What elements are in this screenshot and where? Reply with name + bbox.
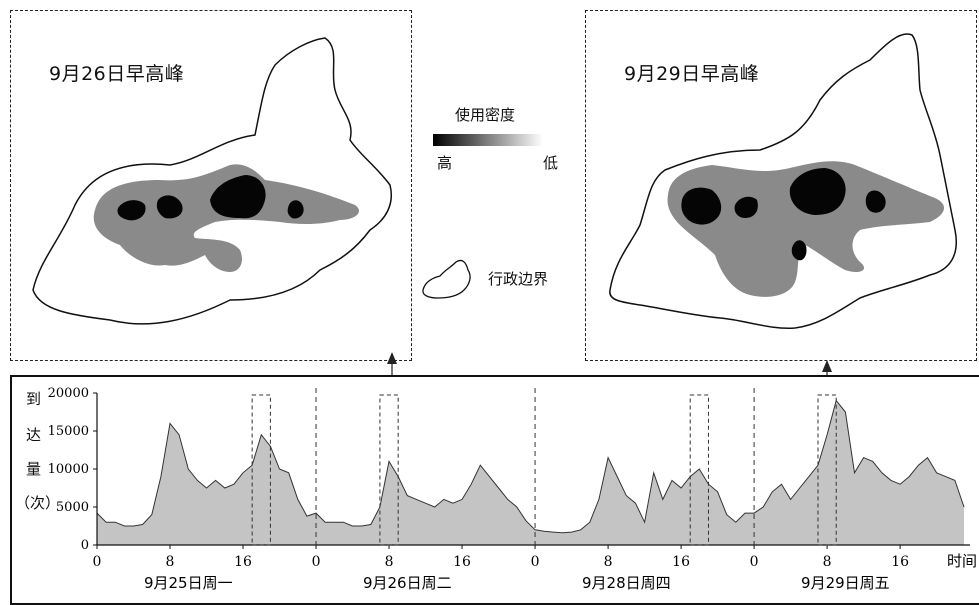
map-panel-sep29: 9月29日早高峰	[585, 10, 977, 361]
day-label: 9月26日周二	[363, 574, 452, 592]
left-dark-1	[117, 200, 146, 221]
series-area	[97, 400, 964, 545]
y-tick-label: 10000	[48, 462, 89, 477]
series-line	[96, 399, 965, 534]
map-title-sep29: 9月29日早高峰	[624, 63, 760, 85]
x-tick-label: 8	[823, 554, 832, 570]
y-tick-label: 0	[81, 538, 89, 553]
x-tick-label: 8	[166, 554, 175, 570]
right-dark-1	[681, 187, 722, 225]
right-dark-4	[865, 190, 886, 213]
x-tick-label: 0	[531, 554, 540, 570]
legend-gradient-bar	[433, 134, 543, 146]
ylabel-char-4: （次）	[15, 494, 61, 512]
peak-highlight-box	[689, 394, 709, 546]
peak-highlight-box	[251, 394, 271, 546]
ylabel-char-3: 量	[26, 460, 42, 478]
right-dark-3	[789, 168, 846, 215]
x-tick-label: 16	[891, 554, 909, 570]
x-tick-label: 0	[312, 554, 321, 570]
x-tick-label: 8	[604, 554, 613, 570]
map-title-sep26: 9月26日早高峰	[49, 63, 185, 85]
right-dark-2	[734, 196, 758, 218]
day-label: 9月29日周五	[801, 574, 890, 592]
legend-high-label: 高	[437, 154, 453, 172]
peak-highlight-box	[379, 394, 399, 546]
x-tick-label: 0	[750, 554, 759, 570]
legend-title: 使用密度	[455, 106, 516, 124]
y-tick-label: 20000	[48, 386, 89, 401]
left-dark-2	[156, 195, 183, 219]
arrow-sep29-head	[822, 360, 832, 372]
legend-boundary-label: 行政边界	[488, 270, 549, 288]
left-dark-3	[210, 175, 266, 219]
day-label: 9月28日周四	[582, 574, 671, 592]
x-tick-label: 8	[385, 554, 394, 570]
ylabel-char-2: 达	[26, 426, 42, 444]
legend-boundary-icon	[422, 259, 471, 299]
ylabel-char-1: 到	[26, 390, 42, 408]
day-label: 9月25日周一	[144, 574, 233, 592]
x-tick-label: 16	[234, 554, 252, 570]
map-panel-sep26: 9月26日早高峰	[10, 10, 412, 361]
x-tick-label: 16	[453, 554, 471, 570]
left-dark-4	[287, 200, 304, 219]
arrow-sep26-head	[387, 352, 397, 364]
peak-highlight-box	[817, 394, 837, 546]
left-density-gray	[93, 164, 360, 272]
legend-low-label: 低	[543, 154, 559, 172]
x-tick-label: 16	[672, 554, 690, 570]
x-tick-label: 0	[93, 554, 102, 570]
right-dark-5	[791, 240, 807, 261]
maps-graphic	[32, 33, 957, 375]
y-tick-label: 15000	[48, 424, 89, 439]
y-tick-label: 5000	[56, 500, 89, 515]
x-axis-title: 时间	[947, 552, 977, 570]
